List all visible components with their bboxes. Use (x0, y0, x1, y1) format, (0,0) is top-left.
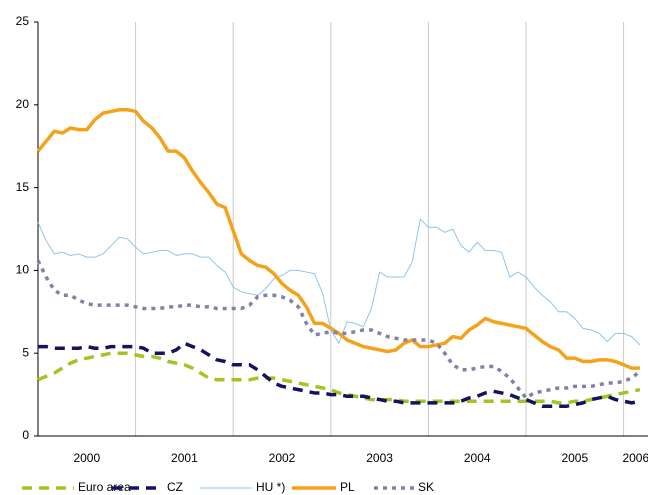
x-tick-label: 2001 (171, 451, 198, 465)
legend-label: SK (418, 480, 434, 494)
series-line (37, 218, 641, 346)
series-line (36, 259, 641, 400)
x-tick-label: 2002 (269, 451, 296, 465)
x-tick-label: 2003 (366, 451, 393, 465)
x-tick-label: 2000 (73, 451, 100, 465)
legend-label: HU *) (256, 480, 285, 494)
y-tick-label: 15 (16, 180, 30, 194)
x-tick-label: 2006 (622, 451, 648, 465)
series-line (37, 351, 641, 405)
legend-label: CZ (167, 480, 183, 494)
y-tick-label: 5 (22, 345, 29, 359)
y-tick-label: 0 (22, 428, 29, 442)
legend-label: PL (340, 480, 355, 494)
series-line (38, 341, 641, 408)
y-tick-label: 10 (16, 263, 30, 277)
y-tick-label: 25 (16, 14, 30, 28)
legend-label: Euro area (78, 480, 131, 494)
x-tick-label: 2005 (561, 451, 588, 465)
x-tick-label: 2004 (464, 451, 491, 465)
series-line (36, 108, 640, 370)
y-tick-label: 20 (16, 97, 30, 111)
